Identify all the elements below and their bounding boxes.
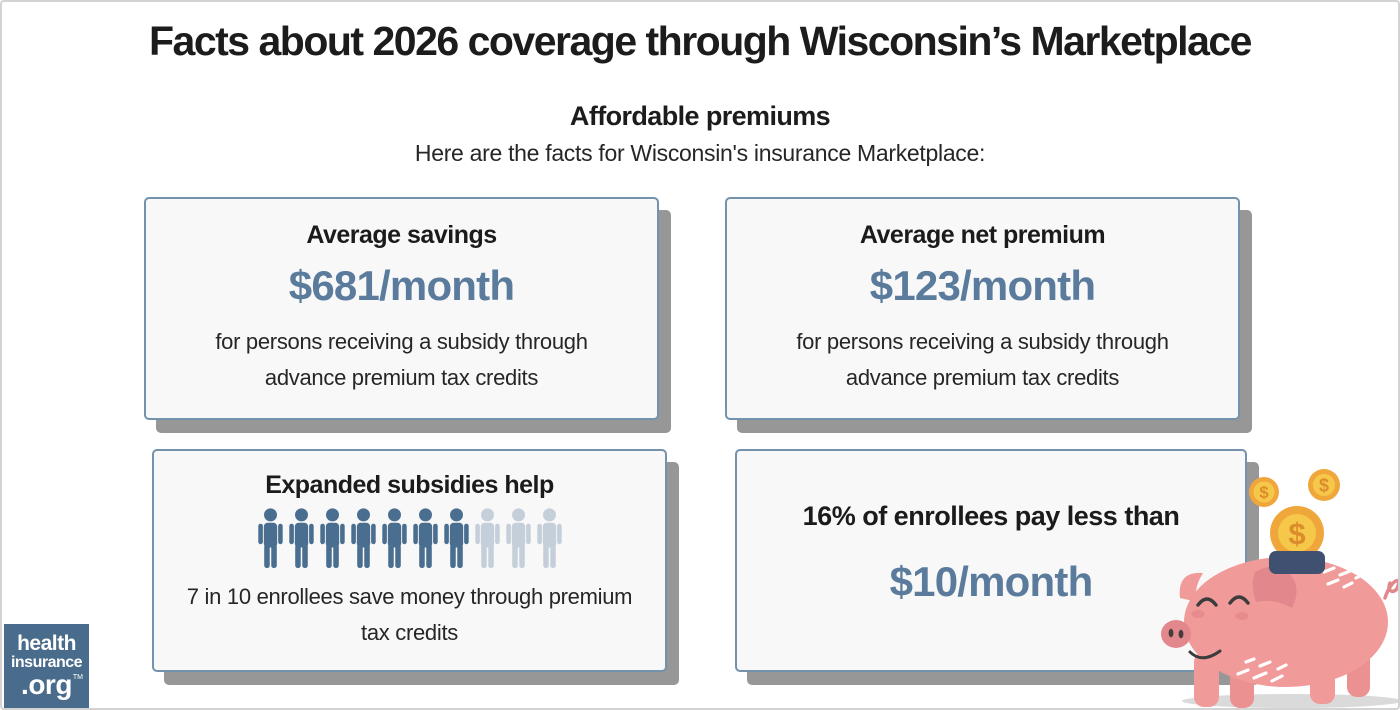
- small-coin-icon: $: [1308, 469, 1340, 501]
- stat-value: $123/month: [869, 262, 1096, 310]
- person-icon: [288, 508, 314, 568]
- person-icon: [474, 508, 500, 568]
- person-icon: [505, 508, 531, 568]
- pig-nostril: [1168, 628, 1174, 638]
- person-icon: [350, 508, 376, 568]
- pig-snout: [1161, 620, 1191, 648]
- card-description: for persons receiving a subsidy through …: [215, 329, 588, 390]
- intro-text: Here are the facts for Wisconsin's insur…: [414, 140, 986, 166]
- person-icon: [536, 508, 562, 568]
- pig-smile-icon: [1188, 649, 1222, 660]
- person-icon: [257, 508, 283, 568]
- card-heading: Average net premium: [859, 221, 1106, 250]
- pig-face: [1161, 595, 1250, 660]
- person-icon: [412, 508, 438, 568]
- healthinsurance-org-logo: health insurance .org TM: [4, 624, 89, 708]
- coin-slot: [1269, 551, 1325, 574]
- pig-body: [1184, 557, 1388, 687]
- pig-left-ear-icon: [1179, 572, 1203, 602]
- trademark-label: TM: [72, 674, 83, 682]
- enrollee-pictograph: [257, 508, 563, 569]
- card-heading: Expanded subsidies help: [265, 470, 554, 499]
- page-title: Facts about 2026 coverage through Wiscon…: [149, 18, 1252, 64]
- large-coin-icon: $: [1270, 506, 1324, 560]
- card-heading: Average savings: [306, 221, 497, 250]
- pig-cheek-left: [1191, 610, 1205, 618]
- card-average-savings: Average savings $681/month for persons r…: [144, 197, 659, 420]
- card-expanded-subsidies: Expanded subsidies help 7 in 10 enrollee…: [152, 449, 667, 672]
- section-subtitle: Affordable premiums: [569, 101, 831, 131]
- pig-cheek-right: [1235, 612, 1249, 620]
- person-icon: [319, 508, 345, 568]
- svg-text:$: $: [1319, 476, 1329, 496]
- piggy-bank-illustration: $ $ $: [1161, 469, 1398, 708]
- stat-value: $10/month: [889, 558, 1094, 605]
- card-pay-less-than: 16% of enrollees pay less than $10/month: [735, 449, 1247, 672]
- person-icon: [443, 508, 469, 568]
- pig-front-ear-icon: [1252, 566, 1297, 608]
- pig-dash-details: [1236, 566, 1366, 683]
- svg-text:$: $: [1259, 483, 1269, 502]
- card-description: for persons receiving a subsidy through …: [796, 329, 1169, 390]
- stat-value: $681/month: [288, 262, 515, 310]
- card-description: 7 in 10 enrollees save money through pre…: [186, 583, 633, 645]
- pig-eye-right-icon: [1228, 595, 1250, 605]
- pig-eye-left-icon: [1196, 597, 1218, 607]
- pig-tail-icon: [1383, 578, 1398, 600]
- card-heading: 16% of enrollees pay less than: [802, 501, 1180, 531]
- logo-line-health: health: [17, 632, 76, 656]
- logo-line-org: .org TM: [21, 669, 83, 701]
- pig-nostril: [1178, 629, 1184, 639]
- small-coin-icon: $: [1249, 477, 1279, 507]
- person-icon: [381, 508, 407, 568]
- logo-line-insurance: insurance: [10, 653, 83, 671]
- svg-text:$: $: [1288, 516, 1305, 551]
- card-average-net-premium: Average net premium $123/month for perso…: [725, 197, 1240, 420]
